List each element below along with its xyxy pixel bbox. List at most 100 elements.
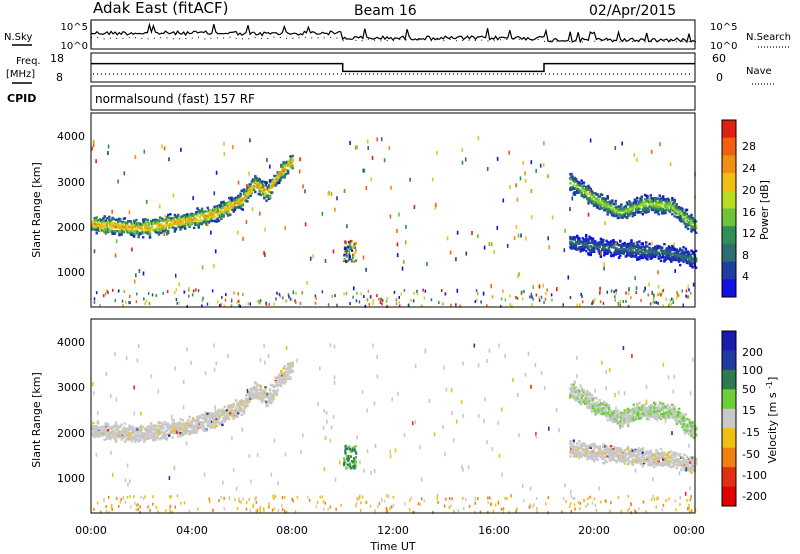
power-pixel xyxy=(267,188,271,191)
power-noise-pixel xyxy=(363,168,366,173)
power-pixel xyxy=(628,200,631,203)
power-noise-pixel xyxy=(535,168,537,173)
velocity-pixel xyxy=(683,428,686,431)
power-near-range-pixel xyxy=(238,303,240,307)
velocity-pixel xyxy=(268,398,272,402)
power-pixel xyxy=(571,241,574,244)
power-pixel xyxy=(164,226,167,230)
power-noise-pixel xyxy=(390,185,392,190)
power-near-range-pixel xyxy=(217,300,219,304)
velocity-pixel xyxy=(115,428,119,431)
power-near-range-pixel xyxy=(128,301,130,304)
velocity-pixel xyxy=(683,422,686,426)
power-pixel xyxy=(587,247,590,250)
power-near-range-pixel xyxy=(619,300,621,303)
power-pixel xyxy=(631,250,634,253)
power-noise-pixel xyxy=(496,225,499,230)
power-pixel xyxy=(606,244,609,247)
power-pixel xyxy=(599,205,603,208)
velocity-pixel xyxy=(624,420,628,423)
power-pixel xyxy=(122,230,126,234)
velocity-pixel xyxy=(132,431,136,435)
velocity-pixel xyxy=(573,389,577,393)
power-near-range-pixel xyxy=(625,291,627,295)
velocity-pixel xyxy=(592,460,596,463)
velocity-pixel xyxy=(105,430,109,433)
velocity-pixel xyxy=(220,410,223,413)
power-pixel xyxy=(654,207,657,210)
power-noise-pixel xyxy=(661,290,664,295)
velocity-pixel xyxy=(171,436,174,439)
power-pixel xyxy=(614,202,617,205)
power-colorbar-swatch xyxy=(722,173,736,192)
power-pixel xyxy=(222,215,225,218)
velocity-pixel xyxy=(225,409,229,412)
velocity-pixel xyxy=(694,426,698,429)
power-patch-pixel xyxy=(347,259,350,262)
power-noise-pixel xyxy=(659,142,661,147)
power-near-range-pixel xyxy=(380,297,382,301)
velocity-pixel xyxy=(188,415,191,418)
power-pixel xyxy=(118,217,121,221)
power-pixel xyxy=(236,206,239,209)
velocity-pixel xyxy=(188,432,191,435)
velocity-pixel xyxy=(163,435,166,438)
power-pixel xyxy=(656,210,659,214)
velocity-pixel xyxy=(197,420,200,423)
power-pixel xyxy=(135,228,138,231)
velocity-pixel xyxy=(177,425,180,428)
power-pixel xyxy=(586,241,589,244)
velocity-pixel xyxy=(583,402,587,405)
velocity-pixel xyxy=(179,435,182,438)
noise-left-label: N.Sky xyxy=(4,32,32,43)
power-pixel xyxy=(291,158,294,161)
power-pixel xyxy=(628,212,631,216)
power-near-range-pixel xyxy=(195,288,197,292)
power-pixel xyxy=(631,215,634,218)
power-pixel xyxy=(164,218,167,221)
power-noise-pixel xyxy=(249,138,251,143)
velocity-pixel xyxy=(283,382,286,385)
power-pixel xyxy=(609,240,613,243)
power-pixel xyxy=(104,219,107,223)
power-pixel xyxy=(189,217,192,221)
velocity-pixel xyxy=(621,422,624,425)
velocity-pixel xyxy=(205,429,208,432)
power-near-range-pixel xyxy=(676,290,678,294)
velocity-pixel xyxy=(153,436,156,439)
power-pixel xyxy=(238,195,241,199)
power-near-range-pixel xyxy=(591,302,593,305)
power-pixel xyxy=(611,245,614,249)
power-near-range-pixel xyxy=(381,302,383,306)
velocity-pixel xyxy=(592,458,596,461)
power-pixel xyxy=(651,201,655,204)
power-pixel xyxy=(673,210,676,214)
velocity-pixel xyxy=(681,417,684,420)
power-near-range-pixel xyxy=(529,295,531,299)
velocity-pixel xyxy=(578,394,581,397)
velocity-pixel xyxy=(582,444,586,448)
velocity-pixel xyxy=(230,408,233,411)
power-pixel xyxy=(645,241,648,244)
power-noise-pixel xyxy=(461,160,464,165)
power-pixel xyxy=(118,232,121,235)
power-pixel xyxy=(664,209,667,212)
power-colorbar-swatch xyxy=(722,137,736,156)
power-noise-pixel xyxy=(370,177,373,182)
power-pixel xyxy=(608,250,612,253)
power-cbar-tick-4: 4 xyxy=(742,270,749,283)
power-pixel xyxy=(689,262,692,266)
power-pixel xyxy=(651,197,655,200)
velocity-pixel xyxy=(205,418,208,421)
velocity-pixel xyxy=(156,437,160,440)
velocity-pixel xyxy=(578,389,581,393)
velocity-pixel xyxy=(616,420,620,423)
power-pixel xyxy=(587,192,590,195)
power-near-range-pixel xyxy=(410,299,412,303)
velocity-pixel xyxy=(570,391,573,394)
power-near-range-pixel xyxy=(327,303,330,307)
velocity-pixel xyxy=(205,419,208,423)
velocity-pixel xyxy=(691,421,694,425)
power-pixel xyxy=(666,207,669,210)
